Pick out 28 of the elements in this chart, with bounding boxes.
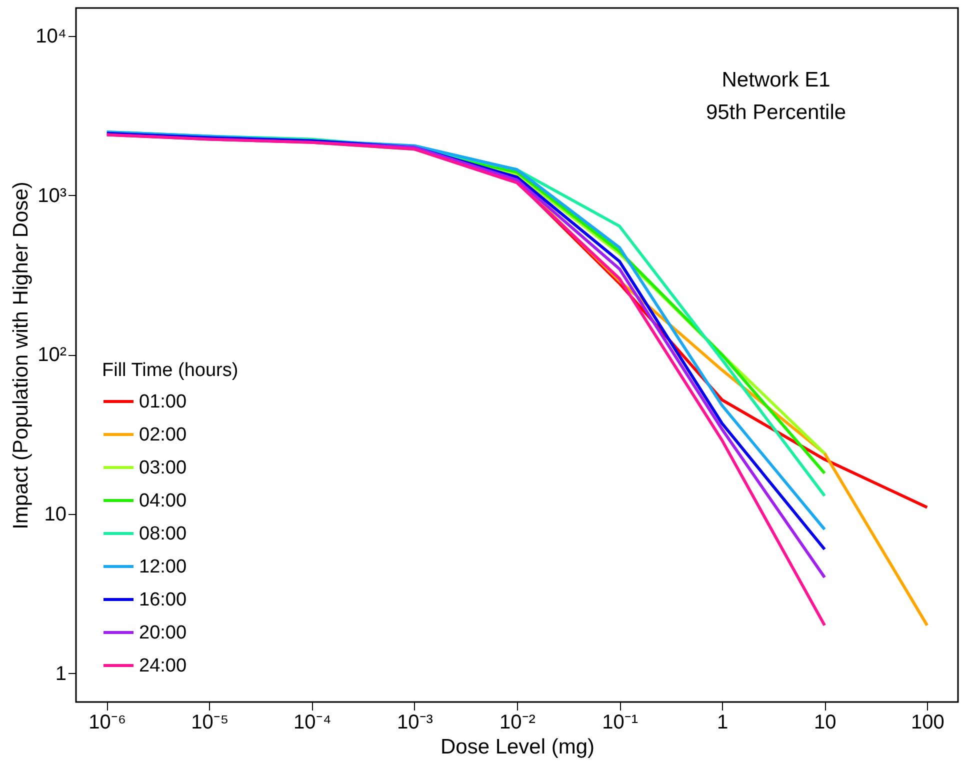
y-tick-label: 10 (44, 503, 66, 526)
x-tick-label: 10⁻⁵ (191, 712, 229, 734)
x-tick-label: 10⁻³ (397, 712, 434, 734)
legend-label: 02:00 (139, 424, 187, 446)
x-tick-label: 10 (814, 712, 836, 734)
legend-label: 20:00 (139, 622, 187, 644)
legend-label: 03:00 (139, 458, 187, 478)
x-tick-label: 100 (910, 712, 944, 734)
x-tick-label: 10⁻¹ (602, 712, 638, 734)
legend-label: 08:00 (139, 524, 187, 544)
legend-label: 04:00 (139, 490, 187, 512)
legend-title: Fill Time (hours) (102, 360, 238, 381)
y-tick-label: 10² (38, 344, 67, 366)
y-axis-title: Impact (Population with Higher Dose) (10, 182, 33, 530)
x-tick-label: 10⁻⁶ (88, 712, 126, 734)
y-tick-label: 10⁴ (36, 26, 66, 48)
x-axis-title: Dose Level (mg) (440, 736, 595, 758)
x-tick-label: 10⁻⁴ (294, 712, 332, 734)
legend-label: 24:00 (139, 656, 187, 676)
legend-label: 01:00 (139, 392, 187, 412)
annotation: Network E1 (722, 68, 830, 92)
legend-label: 12:00 (139, 556, 187, 578)
annotation: 95th Percentile (706, 100, 846, 124)
y-tick-label: 10³ (38, 184, 67, 207)
x-tick-label: 1 (717, 712, 728, 734)
y-tick-label: 1 (55, 662, 66, 685)
x-tick-label: 10⁻² (500, 712, 536, 734)
legend-label: 16:00 (139, 590, 187, 610)
